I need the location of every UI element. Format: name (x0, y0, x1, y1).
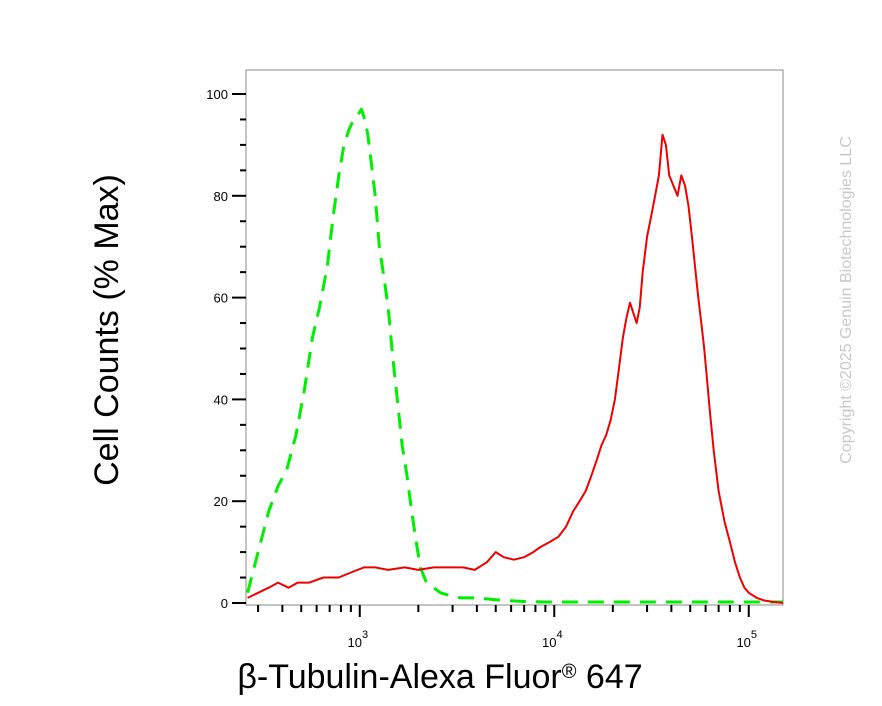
x-axis-title-sup: ® (562, 661, 577, 683)
y-tick-label: 40 (214, 392, 228, 407)
y-tick-label: 60 (214, 291, 228, 306)
x-axis-title-suffix: 647 (576, 658, 642, 696)
x-tick-label: 105 (736, 629, 757, 650)
series-line-1 (246, 107, 783, 604)
y-axis: 0 20 40 60 80 100 (206, 87, 246, 611)
y-tick-label: 80 (214, 189, 228, 204)
y-tick-label: 20 (214, 494, 228, 509)
series-line-2 (247, 133, 784, 604)
x-tick-label: 104 (542, 629, 563, 650)
series-layer (246, 107, 784, 604)
x-axis: 103 104 105 (257, 605, 757, 650)
copyright-text: Copyright ©2025 Genuin Biotechnologies L… (838, 136, 855, 464)
y-tick-label: 100 (206, 87, 228, 102)
x-tick-label: 103 (347, 629, 368, 650)
y-tick-label: 0 (221, 596, 228, 611)
plot-frame (245, 69, 784, 606)
x-axis-title: β-Tubulin-Alexa Fluor® 647 (237, 658, 642, 696)
y-axis-title: Cell Counts (% Max) (88, 174, 126, 486)
